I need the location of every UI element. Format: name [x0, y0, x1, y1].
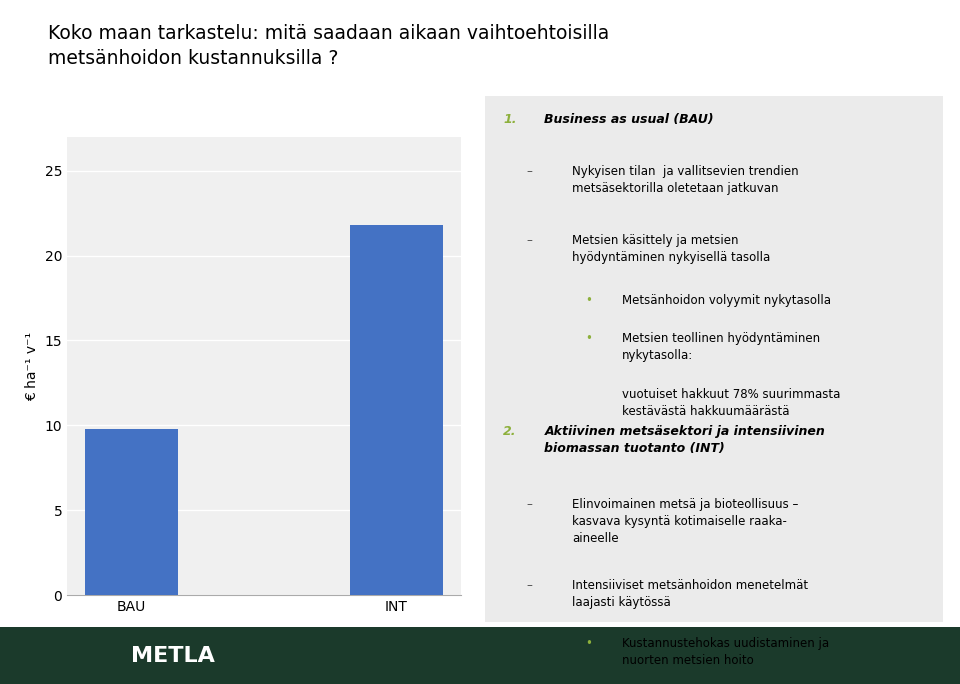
- Text: Elinvoimainen metsä ja bioteollisuus –
kasvava kysyntä kotimaiselle raaka-
ainee: Elinvoimainen metsä ja bioteollisuus – k…: [572, 498, 798, 544]
- Text: Metsien teollinen hyödyntäminen
nykytasolla:: Metsien teollinen hyödyntäminen nykytaso…: [622, 332, 820, 363]
- Bar: [85, 429, 178, 595]
- Text: •: •: [586, 294, 592, 307]
- Text: Nykyisen tilan  ja vallitsevien trendien
metsäsektorilla oletetaan jatkuvan: Nykyisen tilan ja vallitsevien trendien …: [572, 166, 799, 195]
- Bar: [350, 225, 443, 595]
- Text: 1.: 1.: [503, 113, 516, 126]
- Text: •: •: [586, 637, 592, 650]
- Text: Business as usual (BAU): Business as usual (BAU): [544, 113, 714, 126]
- Text: Intensiiviset metsänhoidon menetelmät
laajasti käytössä: Intensiiviset metsänhoidon menetelmät la…: [572, 579, 808, 609]
- Text: 2.: 2.: [503, 425, 516, 438]
- Text: –: –: [526, 579, 532, 592]
- Text: METLA: METLA: [131, 646, 215, 666]
- Text: –: –: [526, 234, 532, 247]
- Text: metsänhoidon kustannuksilla ?: metsänhoidon kustannuksilla ?: [48, 49, 338, 68]
- Text: –: –: [526, 166, 532, 179]
- Text: Koko maan tarkastelu: mitä saadaan aikaan vaihtoehtoisilla: Koko maan tarkastelu: mitä saadaan aikaa…: [48, 24, 610, 43]
- Text: vuotuiset hakkuut 78% suurimmasta
kestävästä hakkuumäärästä: vuotuiset hakkuut 78% suurimmasta kestäv…: [622, 388, 841, 417]
- Text: –: –: [526, 498, 532, 511]
- Y-axis label: € ha⁻¹ v⁻¹: € ha⁻¹ v⁻¹: [25, 331, 39, 401]
- Text: •: •: [586, 332, 592, 345]
- Text: Metsänhoidon volyymit nykytasolla: Metsänhoidon volyymit nykytasolla: [622, 294, 831, 307]
- Text: Metsien käsittely ja metsien
hyödyntäminen nykyisellä tasolla: Metsien käsittely ja metsien hyödyntämin…: [572, 234, 770, 264]
- Text: Aktiivinen metsäsektori ja intensiivinen
biomassan tuotanto (INT): Aktiivinen metsäsektori ja intensiivinen…: [544, 425, 825, 455]
- Text: Kustannustehokas uudistaminen ja
nuorten metsien hoito: Kustannustehokas uudistaminen ja nuorten…: [622, 637, 829, 667]
